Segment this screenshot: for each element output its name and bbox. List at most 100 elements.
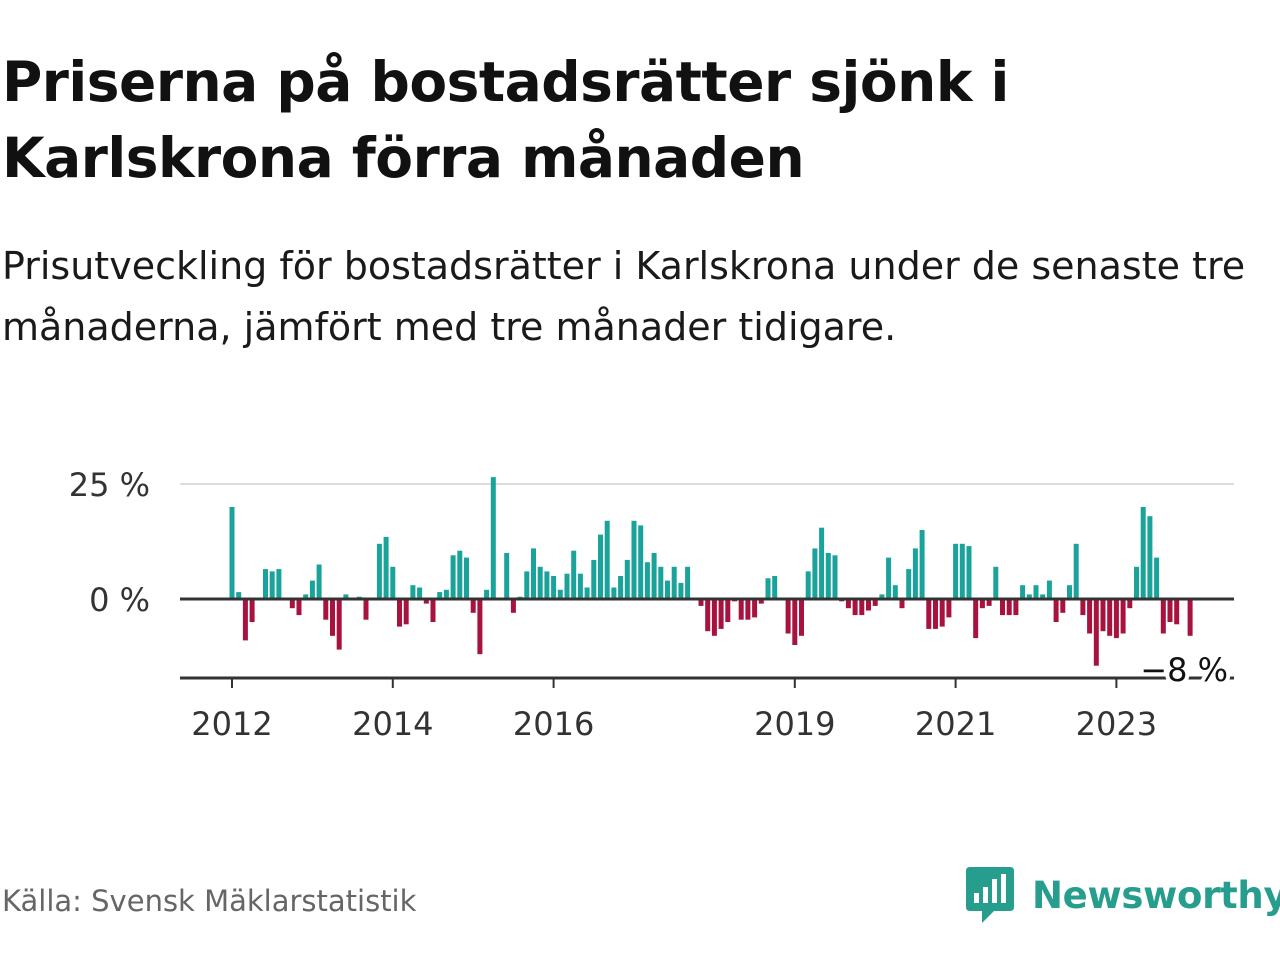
x-tick-label: 2012 xyxy=(191,705,272,743)
bar xyxy=(1107,599,1113,636)
bar xyxy=(316,564,322,599)
bar xyxy=(912,548,918,599)
bar xyxy=(1160,599,1166,634)
bar xyxy=(618,576,624,599)
bar xyxy=(417,587,423,599)
bar xyxy=(953,543,959,599)
bar xyxy=(671,566,677,599)
bar xyxy=(745,599,751,620)
bar xyxy=(1134,566,1139,599)
bar xyxy=(819,527,825,599)
bar xyxy=(738,599,744,620)
bar xyxy=(919,530,925,599)
bar xyxy=(725,599,731,622)
bar xyxy=(658,566,664,599)
bar xyxy=(845,599,851,609)
bar xyxy=(1154,557,1160,599)
bar xyxy=(1087,599,1093,634)
bar xyxy=(430,599,436,622)
bar xyxy=(1140,507,1146,599)
bar xyxy=(644,562,650,599)
bar xyxy=(933,599,938,629)
bar xyxy=(1174,599,1180,625)
bar xyxy=(651,553,657,599)
bar-chart: 25 %0 %2012 2014 2016 2019 2021 2023−8 %−8 % xyxy=(69,466,1234,743)
bar xyxy=(1013,599,1019,616)
bar xyxy=(979,599,985,609)
bar xyxy=(269,571,275,599)
bar xyxy=(443,589,449,599)
bar xyxy=(892,585,898,599)
bar xyxy=(959,543,965,599)
bar xyxy=(678,582,684,599)
bar xyxy=(986,599,992,606)
bar xyxy=(859,599,865,616)
bar xyxy=(993,566,999,599)
bar xyxy=(805,571,811,599)
bar xyxy=(437,592,443,599)
bar xyxy=(229,507,235,599)
x-tick-label: 2014 xyxy=(352,705,433,743)
bar xyxy=(490,477,496,599)
bar xyxy=(330,599,335,636)
bar xyxy=(263,569,268,599)
bar xyxy=(1000,599,1005,616)
bar xyxy=(799,599,804,636)
bar xyxy=(711,599,717,636)
bar xyxy=(564,573,570,599)
annotation-halo: −8 % xyxy=(1140,651,1228,689)
bar xyxy=(685,566,691,599)
bar xyxy=(457,550,463,599)
bar xyxy=(423,599,429,604)
bar xyxy=(309,580,315,599)
bar-series xyxy=(229,477,1193,666)
bar xyxy=(638,525,644,599)
bar xyxy=(1113,599,1119,639)
bar xyxy=(537,566,543,599)
bar xyxy=(504,553,510,599)
y-tick-label: 0 % xyxy=(89,581,150,619)
bar xyxy=(510,599,516,613)
bar xyxy=(242,599,248,641)
bar xyxy=(551,576,557,599)
newsworthy-logo: Newsworthy xyxy=(964,864,1280,926)
x-tick-label: 2019 xyxy=(754,705,835,743)
bar xyxy=(363,599,369,620)
bar xyxy=(591,559,597,599)
logo-text: Newsworthy xyxy=(1032,873,1280,917)
chart-subtitle: Prisutveckling för bostadsrätter i Karls… xyxy=(2,244,1246,349)
bar xyxy=(470,599,476,613)
bar xyxy=(557,589,563,599)
bar xyxy=(698,599,704,606)
bar xyxy=(772,576,778,599)
bar xyxy=(464,557,469,599)
bar xyxy=(1127,599,1133,609)
bar xyxy=(1073,543,1079,599)
bar xyxy=(1053,599,1059,622)
bar xyxy=(376,543,382,599)
bar xyxy=(323,599,329,620)
bar xyxy=(336,599,342,650)
bar xyxy=(477,599,483,655)
bar xyxy=(1120,599,1126,634)
bar xyxy=(484,589,490,599)
bar xyxy=(812,548,818,599)
bar xyxy=(1060,599,1066,613)
bar xyxy=(390,566,396,599)
bar xyxy=(604,520,610,599)
bar xyxy=(571,550,577,599)
bar xyxy=(1100,599,1106,632)
bar xyxy=(665,580,670,599)
bar xyxy=(1167,599,1173,622)
bar xyxy=(906,569,912,599)
bar xyxy=(303,594,309,599)
bar xyxy=(631,520,637,599)
bar xyxy=(296,599,302,616)
bar xyxy=(785,599,791,634)
x-tick-label: 2023 xyxy=(1076,705,1157,743)
bar xyxy=(584,587,590,599)
bar xyxy=(966,546,972,599)
bar xyxy=(611,587,617,599)
bar xyxy=(718,599,724,629)
last-value-annotation: −8 % xyxy=(1140,651,1228,689)
